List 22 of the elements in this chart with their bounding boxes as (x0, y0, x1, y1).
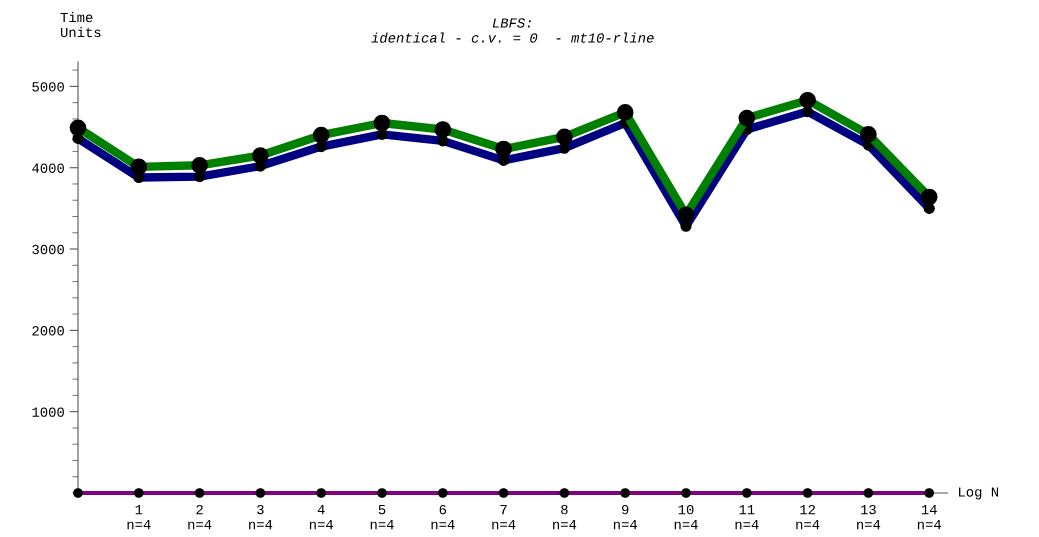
x-tick-label: 2 n=4 (188, 504, 212, 530)
y-tick-label: 2000 (32, 326, 64, 336)
y-axis-title: Time Units (60, 12, 101, 38)
chart-title: LBFS: identical - c.v. = 0 - mt10-rline (371, 18, 654, 43)
y-tick-label: 3000 (32, 244, 64, 255)
x-tick-label: 1 n=4 (127, 505, 151, 530)
y-tick-label: 5000 (32, 82, 64, 92)
x-tick-label: 9 n=4 (613, 504, 637, 530)
x-tick-label: 14 n=4 (917, 505, 941, 530)
x-tick-label: 12 n=4 (796, 504, 820, 530)
x-tick-label: 11 n=4 (735, 505, 759, 530)
x-tick-label: 10 n=4 (674, 504, 698, 530)
x-tick-label: 4 n=4 (309, 505, 333, 530)
y-tick-label: 1000 (32, 407, 64, 417)
x-tick-label: 5 n=4 (370, 505, 394, 530)
x-axis-title: Log N (959, 487, 999, 500)
y-tick-label: 4000 (32, 163, 64, 173)
x-tick-label: 8 n=4 (553, 504, 577, 530)
x-tick-label: 3 n=4 (249, 504, 273, 530)
x-tick-label: 13 n=4 (857, 504, 881, 530)
x-tick-label: 6 n=4 (431, 504, 455, 530)
x-tick-label: 7 n=4 (492, 505, 516, 530)
